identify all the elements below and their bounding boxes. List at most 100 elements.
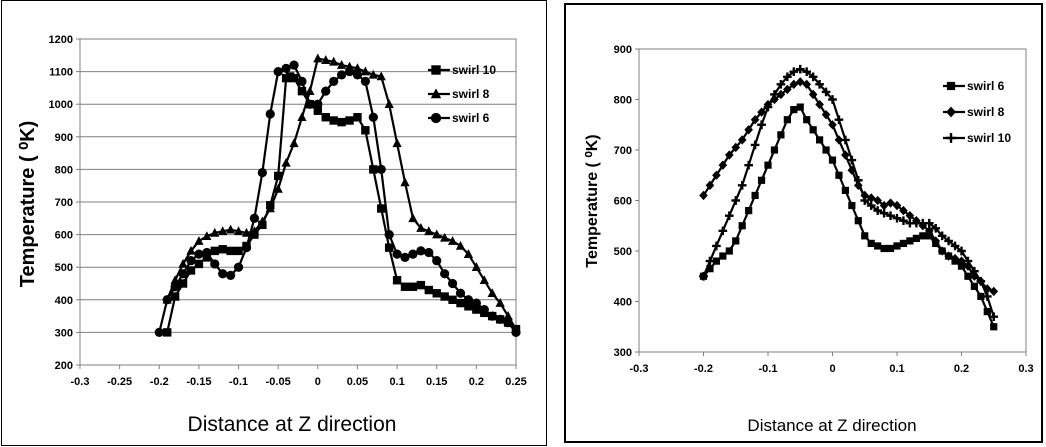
data-point xyxy=(447,278,458,289)
x-tick-label: 0.1 xyxy=(889,363,904,375)
series-line-swirl-8 xyxy=(702,80,995,293)
data-point xyxy=(873,206,882,215)
data-point xyxy=(472,305,481,314)
data-point xyxy=(834,135,844,145)
data-point xyxy=(313,99,323,109)
data-point xyxy=(892,213,902,223)
data-point xyxy=(186,256,196,266)
data-point xyxy=(400,282,410,291)
data-point xyxy=(970,266,979,276)
data-point xyxy=(809,126,817,134)
data-point xyxy=(471,298,481,308)
data-point xyxy=(337,117,346,127)
data-point xyxy=(440,232,450,242)
data-point xyxy=(989,312,999,321)
data-point xyxy=(321,55,331,64)
legend-label: swirl 10 xyxy=(967,131,1011,145)
y-tick-label: 1100 xyxy=(49,67,73,79)
data-point xyxy=(368,69,378,79)
x-tick-label: -0.2 xyxy=(150,376,169,388)
data-point xyxy=(854,217,862,225)
data-point xyxy=(705,180,715,191)
data-point xyxy=(440,292,449,301)
y-tick-label: 400 xyxy=(614,297,632,309)
x-tick-label: 0.2 xyxy=(954,363,969,375)
data-point xyxy=(297,76,307,86)
data-point xyxy=(154,327,164,338)
legend-label: swirl 10 xyxy=(452,63,496,77)
data-point xyxy=(376,164,386,175)
x-tick-label: 0 xyxy=(829,363,835,375)
data-point xyxy=(950,253,960,264)
data-point xyxy=(273,66,283,77)
data-point xyxy=(982,284,992,294)
data-point xyxy=(783,116,791,124)
data-point xyxy=(392,276,402,285)
data-point xyxy=(834,115,844,125)
data-point xyxy=(321,86,331,96)
data-point xyxy=(281,63,291,73)
plot-area xyxy=(638,48,1027,353)
data-point xyxy=(170,282,180,292)
y-axis-title: Temperature ( ⁰K) xyxy=(17,121,39,288)
data-point xyxy=(977,292,985,301)
data-point xyxy=(416,280,426,290)
data-point xyxy=(879,208,889,218)
x-axis-title: Distance at Z direction xyxy=(188,413,397,436)
data-point xyxy=(225,270,236,280)
legend-marker xyxy=(946,133,956,143)
data-point xyxy=(795,64,805,74)
data-point xyxy=(511,327,521,338)
y-tick-label: 900 xyxy=(614,44,632,56)
data-point xyxy=(848,201,856,210)
data-point xyxy=(400,177,410,187)
legend-marker xyxy=(431,65,441,75)
data-point xyxy=(847,165,857,175)
data-point xyxy=(944,251,953,261)
data-point xyxy=(744,160,753,170)
data-point xyxy=(249,213,260,223)
data-point xyxy=(802,67,812,77)
data-point xyxy=(867,239,875,248)
data-point xyxy=(202,247,212,258)
data-point xyxy=(899,239,908,248)
data-point xyxy=(712,257,720,265)
data-point xyxy=(822,146,830,154)
data-point xyxy=(821,109,831,120)
data-point xyxy=(764,161,772,169)
data-point xyxy=(802,79,812,90)
data-point xyxy=(424,247,434,258)
data-point xyxy=(273,171,283,181)
y-tick-label: 1000 xyxy=(49,99,73,111)
x-tick-label: -0.1 xyxy=(229,376,248,388)
data-point xyxy=(249,226,260,236)
data-point xyxy=(957,246,966,256)
data-point xyxy=(218,269,228,279)
data-point xyxy=(479,304,489,315)
data-point xyxy=(479,275,489,285)
x-tick-label: 0.25 xyxy=(505,376,526,388)
data-point xyxy=(853,175,863,185)
data-point xyxy=(487,288,497,298)
data-point xyxy=(725,247,733,255)
data-point xyxy=(495,298,505,307)
data-point xyxy=(163,328,172,337)
data-point xyxy=(757,107,766,117)
chart-panel-right: 300 400 500 600 700 800 900 -0.3 -0.2 -0.1 0 0.1 0.2… xyxy=(564,3,1043,443)
data-point xyxy=(828,95,837,104)
data-point xyxy=(186,266,196,275)
data-point xyxy=(178,269,188,279)
data-point xyxy=(392,138,402,148)
y-tick-label: 200 xyxy=(55,360,73,372)
x-tick-label: -0.25 xyxy=(107,376,132,388)
data-point xyxy=(289,73,299,83)
y-tick-label: 400 xyxy=(55,295,73,307)
data-point xyxy=(170,292,180,301)
data-point xyxy=(329,56,339,66)
data-point xyxy=(178,258,188,268)
data-point xyxy=(770,90,779,99)
data-point xyxy=(706,265,714,273)
data-point xyxy=(737,135,747,145)
data-point xyxy=(944,236,953,246)
data-point xyxy=(503,311,513,320)
